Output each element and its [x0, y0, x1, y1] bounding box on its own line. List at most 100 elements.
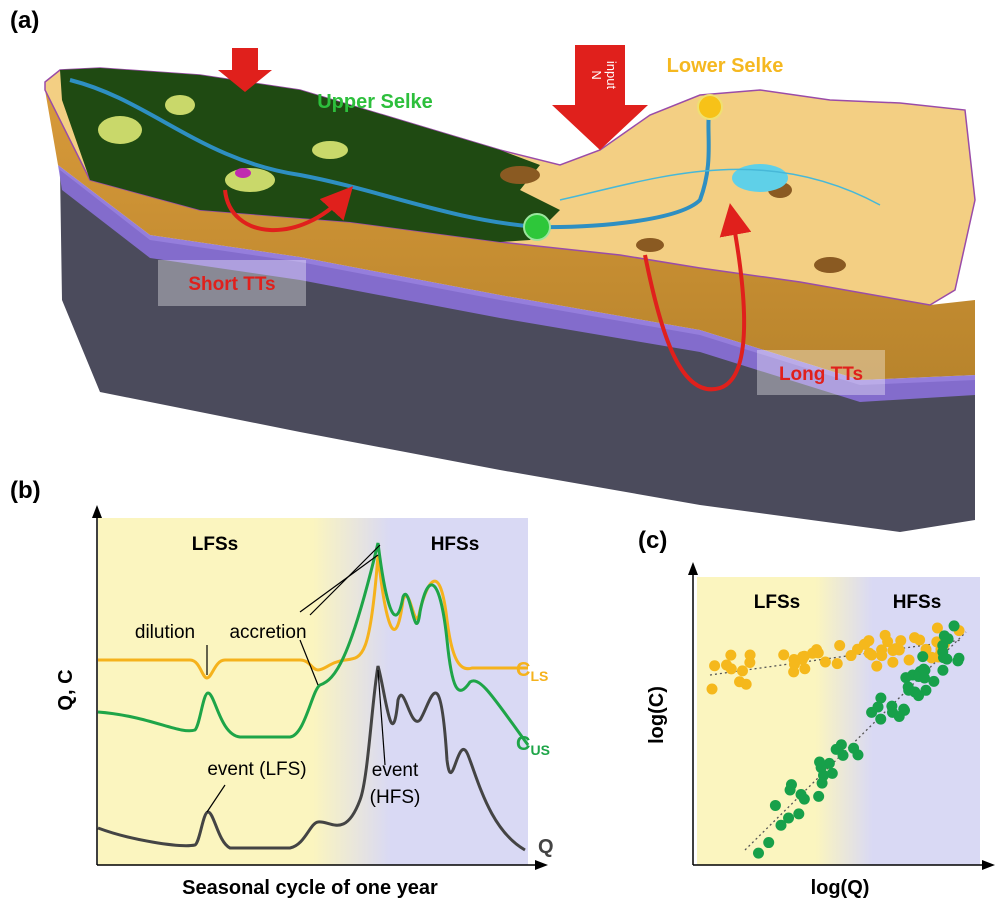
- scatter-point: [775, 819, 787, 831]
- gauge-lower: [697, 94, 723, 120]
- scatter-point: [837, 749, 849, 761]
- input-arrow: [218, 48, 272, 92]
- short-flow-path: [223, 186, 354, 232]
- q-curve: [97, 665, 526, 852]
- scatter-point: [848, 742, 860, 754]
- season-background: [697, 577, 980, 865]
- scatter-point: [882, 636, 894, 648]
- scatter-point: [913, 690, 925, 702]
- annotation: accretion: [229, 622, 306, 643]
- panel-label: (c): [638, 527, 667, 554]
- scatter-point: [900, 672, 912, 684]
- axis-arrow: [688, 562, 698, 575]
- series-label: CUS: [516, 733, 550, 758]
- scatter-point: [807, 647, 819, 659]
- scatter-point: [793, 808, 805, 820]
- scatter-point: [886, 700, 898, 712]
- scatter-point: [876, 644, 888, 656]
- scatter-point: [835, 739, 847, 751]
- scatter-point: [875, 692, 887, 704]
- scatter-point: [903, 654, 915, 666]
- scatter-point: [796, 653, 808, 665]
- label-box: [757, 350, 885, 395]
- scatter-point: [816, 777, 828, 789]
- tt-label: Short TTs: [188, 274, 275, 295]
- scatter-point: [942, 633, 954, 645]
- lake: [732, 164, 788, 192]
- panel-label: (a): [10, 7, 39, 34]
- x-axis-label: Seasonal cycle of one year: [182, 877, 438, 899]
- river: [69, 78, 712, 230]
- y-axis-label: log(C): [646, 686, 668, 744]
- c-us-curve: [97, 542, 530, 746]
- scatter-point: [859, 638, 871, 650]
- axis-arrow: [92, 505, 102, 518]
- scatter-point: [871, 660, 883, 672]
- settlements: [500, 166, 846, 273]
- annotation: event (LFS): [207, 759, 306, 780]
- scatter-point: [948, 620, 960, 632]
- n-input-label: N: [589, 70, 604, 79]
- annotation: dilution: [135, 622, 195, 643]
- scatter-point: [926, 652, 938, 664]
- scatter-point: [709, 660, 721, 672]
- scatter-point: [814, 756, 826, 768]
- region-label: HFSs: [893, 592, 942, 613]
- region-label: Lower Selke: [667, 55, 784, 77]
- tributary: [559, 168, 881, 206]
- scatter-point: [740, 678, 752, 690]
- leader-lines: [206, 544, 386, 813]
- scatter-point: [928, 675, 940, 687]
- scatter-point: [834, 639, 846, 651]
- scatter-point: [890, 643, 902, 655]
- season-background: [98, 518, 528, 865]
- scatter-point: [736, 665, 748, 677]
- panel-c: (c) LFSs HFSs log(C) log(Q): [638, 527, 995, 899]
- series-label: CLS: [516, 659, 548, 684]
- scatter-point: [918, 672, 930, 684]
- panel-b: (b) LFSs HFSs dilution accretion event (…: [10, 477, 554, 899]
- scatter-point: [918, 663, 930, 675]
- gauge-upper: [523, 213, 551, 241]
- y-axis-label: Q, C: [55, 669, 77, 710]
- scatter-point: [893, 711, 905, 723]
- scatter-point: [902, 681, 914, 693]
- scatter-point: [863, 647, 875, 659]
- region-label: LFSs: [192, 534, 238, 555]
- scatter-point: [706, 683, 718, 695]
- region-label: LFSs: [754, 592, 800, 613]
- series-label: Q: [538, 836, 554, 858]
- panel-a: (a) N input Upper Selke Lower Selke Shor…: [10, 7, 976, 532]
- scatter-point: [785, 779, 797, 791]
- scatter-point: [725, 649, 737, 661]
- x-axis-label: log(Q): [811, 877, 870, 899]
- scatter-point: [744, 649, 756, 661]
- annotation: event: [372, 760, 419, 781]
- trend-line: [744, 631, 967, 851]
- c-ls-curve: [98, 554, 528, 680]
- panel-label: (b): [10, 477, 41, 504]
- scatter-point: [931, 622, 943, 634]
- scatter-point: [799, 663, 811, 675]
- annotation: (HFS): [370, 787, 421, 808]
- scatter-point: [783, 812, 795, 824]
- scatter-point: [875, 713, 887, 725]
- region-label: Upper Selke: [317, 91, 433, 113]
- scatter-point: [866, 706, 878, 718]
- scatter-point: [788, 654, 800, 666]
- scatter-point: [763, 837, 775, 849]
- scatter-point: [819, 656, 831, 668]
- scatter-point: [826, 767, 838, 779]
- scatter-point: [823, 757, 835, 769]
- scatter-point: [813, 790, 825, 802]
- fields: [98, 95, 348, 192]
- scatter-point: [941, 653, 953, 665]
- station: [235, 168, 251, 178]
- scatter-point: [725, 663, 737, 675]
- scatter-point: [769, 799, 781, 811]
- scatter-point: [798, 793, 810, 805]
- scatter-point: [917, 651, 929, 663]
- tt-label: Long TTs: [779, 364, 863, 385]
- long-flow-path: [643, 203, 752, 392]
